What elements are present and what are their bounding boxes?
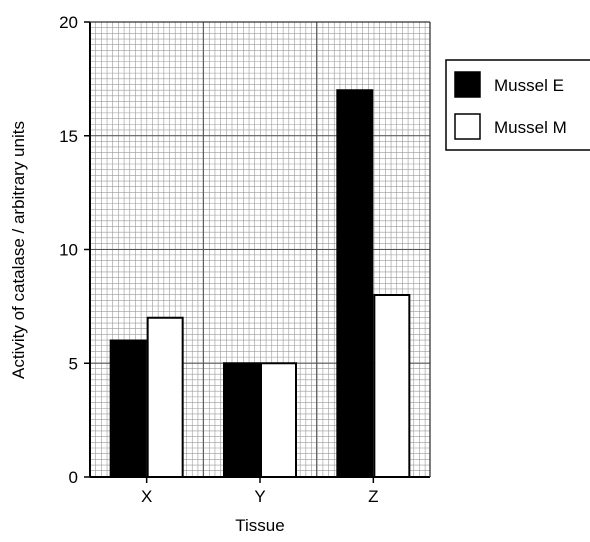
x-axis-title: Tissue xyxy=(235,516,284,535)
y-tick-label: 20 xyxy=(59,13,78,32)
bar-mussel-m-z xyxy=(373,294,411,478)
bars xyxy=(109,89,411,478)
tick-labels: X Y Z 0 5 10 15 20 xyxy=(59,13,378,506)
bar-mussel-e-z xyxy=(336,89,374,478)
x-tick-label: Y xyxy=(254,487,265,506)
legend-swatch-mussel-m xyxy=(454,113,481,140)
y-tick-label: 10 xyxy=(59,241,78,260)
y-axis-title: Activity of catalase / arbitrary units xyxy=(9,121,28,379)
legend-label-mussel-m: Mussel M xyxy=(494,118,567,137)
bar-mussel-e-x xyxy=(109,339,147,478)
x-tick-label: Z xyxy=(368,487,378,506)
legend-swatch-mussel-e xyxy=(454,71,481,98)
bar-mussel-m-y xyxy=(260,362,297,478)
x-tick-label: X xyxy=(141,487,152,506)
legend-label-mussel-e: Mussel E xyxy=(494,76,564,95)
y-tick-label: 0 xyxy=(69,468,78,487)
y-tick-label: 15 xyxy=(59,127,78,146)
bar-mussel-m-x xyxy=(146,316,184,478)
legend: Mussel E Mussel M xyxy=(445,59,590,151)
axes xyxy=(84,21,431,483)
y-tick-label: 5 xyxy=(69,354,78,373)
bar-mussel-e-y xyxy=(223,362,260,478)
